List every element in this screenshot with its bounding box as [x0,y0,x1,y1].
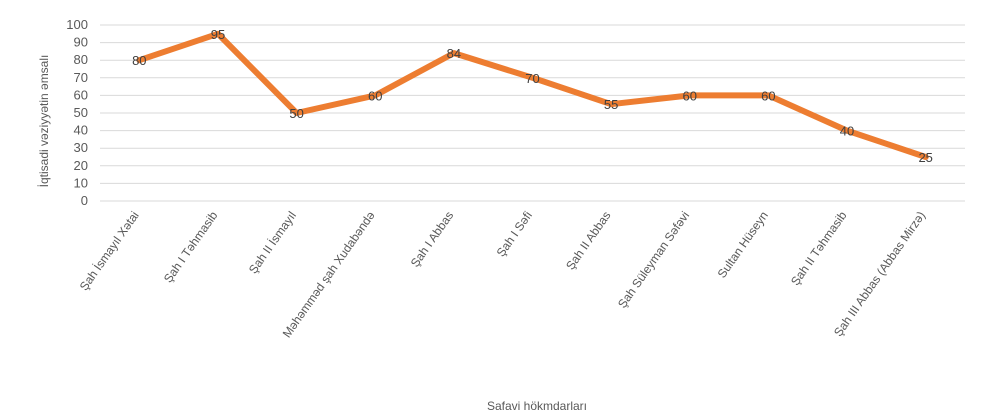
data-label: 60 [368,88,382,103]
x-tick-label: Şah İsmayıl Xətai [77,209,142,294]
x-tick-label: Şah Süleyman Səfəvi [615,209,692,311]
x-axis-ticks: Şah İsmayıl Xətai Şah I Təhmasib Şah II İs… [77,208,928,340]
x-tick-label: Məhəmməd şah Xudabəndə [280,208,378,340]
y-tick-label: 30 [74,140,88,155]
x-tick-label: Şah II Təhmasib [788,208,850,288]
data-label: 60 [761,88,775,103]
data-label: 25 [918,150,932,165]
series-line [136,30,929,160]
x-tick-label: Şah II Abbas [563,209,614,273]
data-label: 60 [683,88,697,103]
data-labels: 80 95 50 60 84 70 55 60 60 40 25 [132,27,933,165]
y-tick-label: 20 [74,158,88,173]
data-label: 40 [840,124,854,139]
y-tick-label: 80 [74,52,88,67]
x-tick-label: Şah I Səfi [494,209,535,260]
data-label: 55 [604,97,618,112]
x-tick-label: Şah I Təhmasib [161,208,221,285]
x-tick-label: Şah III Abbas (Abbas Mirzə) [831,209,928,339]
data-label: 50 [289,106,303,121]
data-label: 80 [132,53,146,68]
data-label: 84 [447,46,461,61]
y-tick-label: 10 [74,175,88,190]
y-tick-label: 70 [74,70,88,85]
y-tick-label: 40 [74,123,88,138]
gridlines [100,24,965,202]
y-tick-label: 0 [81,193,88,208]
y-tick-label: 100 [66,17,88,32]
series-line-path [136,30,929,160]
data-label: 95 [211,27,225,42]
data-label: 70 [525,71,539,86]
y-tick-label: 90 [74,35,88,50]
y-axis-title: İqtisadi vəziyyətin əmsalı [37,55,51,188]
y-axis-ticks: 0 10 20 30 40 50 60 70 80 90 100 [66,17,88,208]
x-tick-label: Sultan Hüseyn [715,209,771,281]
x-axis-title: Safavi hökmdarları [487,399,587,413]
x-tick-label: Şah II İsmayıl [246,209,299,277]
y-tick-label: 50 [74,105,88,120]
x-tick-label: Şah I Abbas [408,209,457,270]
y-tick-label: 60 [74,87,88,102]
